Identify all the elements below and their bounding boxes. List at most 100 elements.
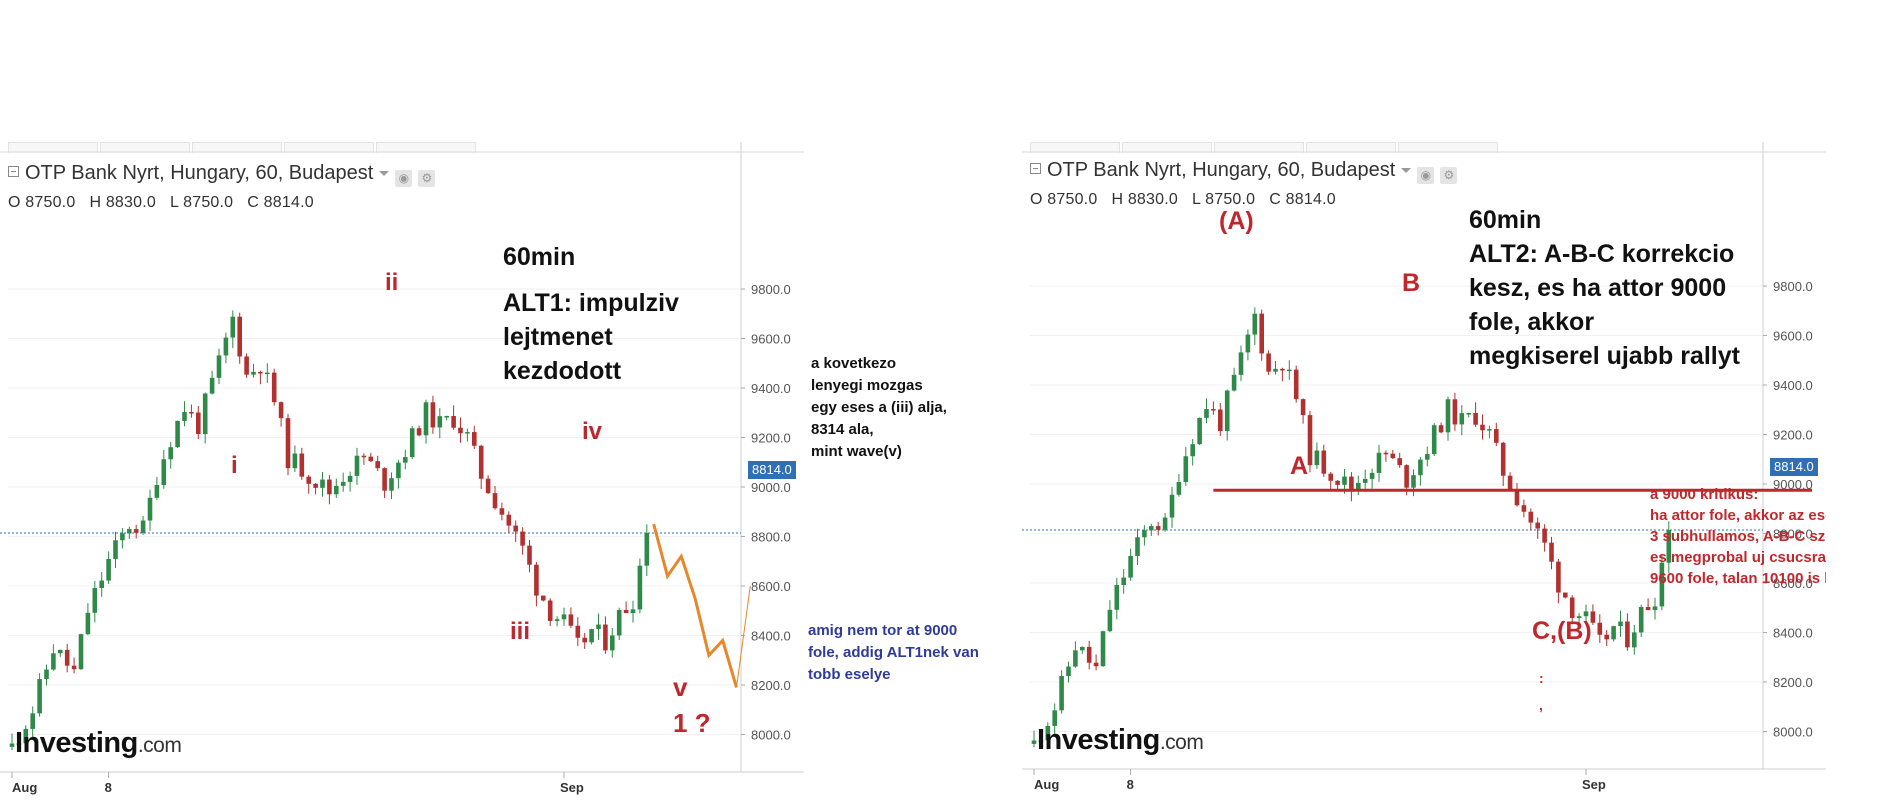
y-tick-label: 8200.0 xyxy=(1773,675,1813,690)
open-value: O 8750.0 xyxy=(1030,191,1098,208)
candle-body xyxy=(1473,413,1478,425)
toolbar-tab[interactable] xyxy=(284,142,374,153)
candle-body xyxy=(99,580,104,588)
candle-body xyxy=(1383,452,1389,455)
candle-body xyxy=(1093,662,1099,667)
chart-header: OTP Bank Nyrt, Hungary, 60, Budapest ◉ ⚙ xyxy=(8,162,436,187)
candle-body xyxy=(1197,417,1202,445)
candle-body xyxy=(596,624,601,630)
scenario-title: 60min ALT1: impulziv lejtmenet kezdodott xyxy=(503,240,679,388)
x-tick-label: Aug xyxy=(1034,777,1059,792)
candle-body xyxy=(168,447,173,460)
candlestick-chart[interactable]: 9800.0 9600.0 9400.0 9200.0 9000.0 8800.0 8600… xyxy=(0,142,804,809)
candle-body xyxy=(623,609,629,614)
y-tick-label: 8000.0 xyxy=(751,728,791,743)
y-tick-label: 9400.0 xyxy=(1773,378,1813,393)
candle-body xyxy=(106,558,111,581)
toolbar-tab[interactable] xyxy=(1214,142,1304,153)
candle-body xyxy=(1293,369,1299,400)
candle-body xyxy=(1597,622,1603,635)
collapse-icon[interactable] xyxy=(8,166,19,177)
candle-body xyxy=(416,428,422,436)
projection-path xyxy=(652,523,738,688)
candle-body xyxy=(616,609,622,636)
candle-body xyxy=(30,713,35,729)
toolbar-tab[interactable] xyxy=(1122,142,1212,153)
critical-note: a 9000 kritikus: ha attor fole, akkor az… xyxy=(1650,484,1826,589)
title-line: megkiserel ujabb rallyt xyxy=(1469,342,1740,370)
wave-label-v: v xyxy=(673,672,688,702)
y-tick-label: 8600.0 xyxy=(1773,576,1813,591)
candle-body xyxy=(37,679,42,714)
candle-body xyxy=(1135,537,1140,556)
chevron-down-icon[interactable] xyxy=(379,171,390,176)
analysis-note: a kovetkezo lenyegi mozgas egy eses a (i… xyxy=(811,353,947,463)
toolbar-tab[interactable] xyxy=(100,142,190,153)
candle-body xyxy=(1618,621,1623,627)
toolbar-tab[interactable] xyxy=(192,142,282,153)
candle-body xyxy=(1086,646,1092,663)
chevron-down-icon[interactable] xyxy=(1401,168,1412,173)
investing-logo: Investing.com xyxy=(15,727,182,760)
candle-body xyxy=(1563,592,1568,598)
candle-body xyxy=(1328,473,1333,481)
candle-body xyxy=(299,453,305,477)
open-value: O 8750.0 xyxy=(8,194,76,211)
x-tick-label: Sep xyxy=(1582,777,1606,792)
candle-body xyxy=(492,493,498,509)
candle-body xyxy=(361,455,367,458)
candle-body xyxy=(1142,530,1147,538)
y-tick-label: 9200.0 xyxy=(751,431,791,446)
candle-body xyxy=(1604,634,1609,640)
candle-body xyxy=(320,479,325,488)
chart-header: OTP Bank Nyrt, Hungary, 60, Budapest ◉ ⚙ xyxy=(1030,159,1458,184)
candle-body xyxy=(389,478,394,491)
gear-icon[interactable]: ⚙ xyxy=(1440,167,1458,184)
candle-body xyxy=(271,372,277,403)
chart-title: OTP Bank Nyrt, Hungary, 60, Budapest xyxy=(1047,159,1396,181)
note-line: 8314 ala, xyxy=(811,421,874,438)
eye-icon[interactable]: ◉ xyxy=(395,170,413,187)
wave-label-ii: ii xyxy=(385,269,399,296)
gear-icon[interactable]: ⚙ xyxy=(418,170,436,187)
note-line: tobb eselye xyxy=(808,666,891,683)
y-tick-label: 8800.0 xyxy=(1773,527,1813,542)
title-line: kesz, es ha attor 9000 xyxy=(1469,274,1727,302)
toolbar-tab[interactable] xyxy=(8,142,98,153)
candle-body xyxy=(1252,313,1258,335)
toolbar-tab[interactable] xyxy=(1030,142,1120,153)
candle-body xyxy=(1045,725,1051,741)
candlestick-chart[interactable]: 9800.0 9600.0 9400.0 9200.0 9000.0 8800.0 8600… xyxy=(1022,142,1826,809)
eye-icon[interactable]: ◉ xyxy=(1417,167,1435,184)
toolbar-tab[interactable] xyxy=(1306,142,1396,153)
candle-body xyxy=(458,427,463,434)
candle-body xyxy=(506,514,512,526)
logo-suffix: .com xyxy=(1159,731,1204,754)
candle-body xyxy=(44,669,49,680)
toolbar-tab[interactable] xyxy=(376,142,476,153)
candle-body xyxy=(1149,526,1154,531)
candle-body xyxy=(485,478,491,494)
candle-body xyxy=(541,595,546,601)
candle-body xyxy=(133,529,139,533)
candle-body xyxy=(527,545,532,565)
wave-label-iv: iv xyxy=(582,418,603,445)
ohlc-readout: O 8750.0 H 8830.0 L 8750.0 C 8814.0 xyxy=(8,194,328,212)
candle-body xyxy=(1569,597,1575,618)
candle-body xyxy=(409,428,415,458)
candle-body xyxy=(630,609,636,614)
candle-body xyxy=(64,649,70,666)
candle-body xyxy=(1645,606,1651,611)
note-line: mint wave(v) xyxy=(811,443,902,460)
close-value: C 8814.0 xyxy=(247,194,314,211)
title-line: fole, akkor xyxy=(1469,308,1595,336)
candle-body xyxy=(9,743,15,747)
collapse-icon[interactable] xyxy=(1030,163,1041,174)
note-line: 3 subhullamos, A-B-C szerkezet xyxy=(1650,528,1826,545)
wave-label-iii: iii xyxy=(510,618,531,645)
candle-body xyxy=(644,533,650,566)
toolbar-tab[interactable] xyxy=(1398,142,1498,153)
candle-body xyxy=(1659,562,1665,607)
candle-body xyxy=(127,529,132,534)
candle-body xyxy=(340,481,346,486)
